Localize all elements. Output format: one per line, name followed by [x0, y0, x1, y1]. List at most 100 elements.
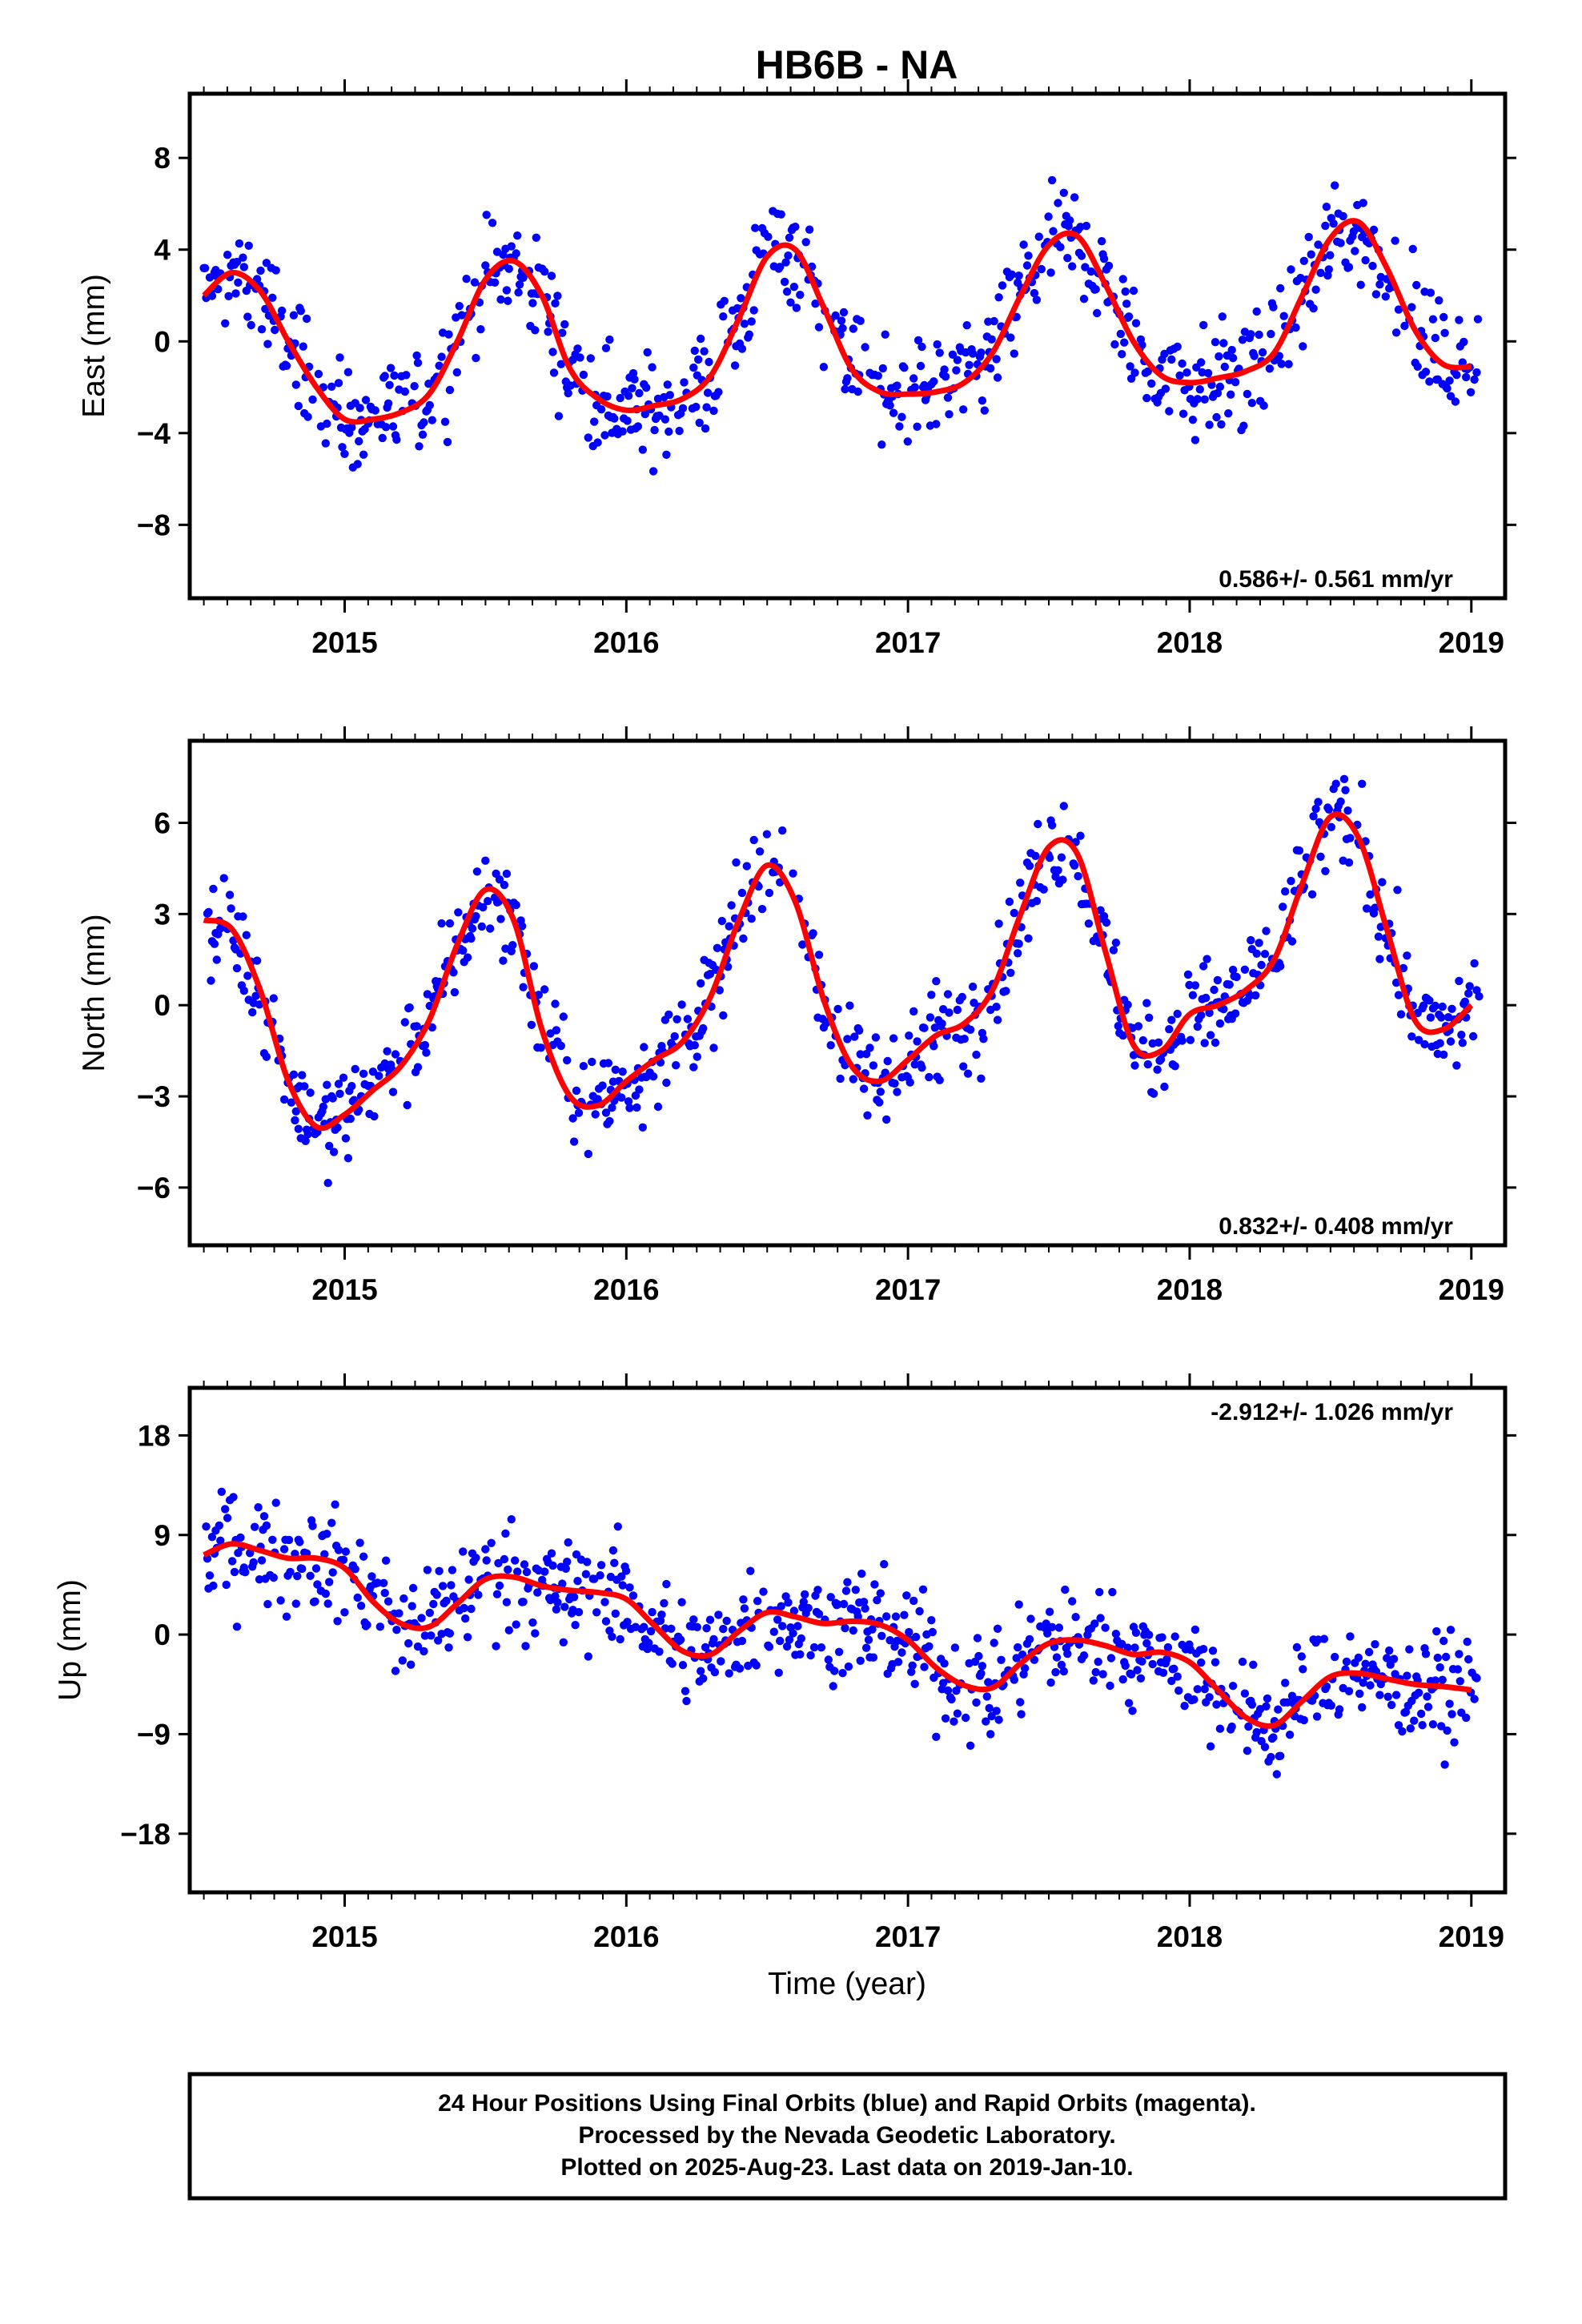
north-data-point: [323, 1179, 332, 1188]
east-data-point: [831, 311, 840, 320]
up-data-point: [460, 1603, 468, 1613]
north-data-point: [1153, 1065, 1162, 1074]
north-data-point: [1295, 846, 1304, 855]
east-data-point: [1473, 315, 1483, 324]
up-data-point: [600, 1598, 609, 1606]
north-data-point: [927, 991, 936, 999]
east-data-point: [1381, 292, 1391, 301]
north-data-point: [1039, 885, 1048, 894]
east-data-point: [347, 423, 356, 432]
up-ticks-layer: 18 9 0 −9 −18 2015 2016 2017 2018 2019: [120, 1373, 1516, 1953]
up-data-point: [905, 1627, 913, 1637]
north-data-point: [572, 1086, 581, 1096]
east-data-point: [296, 307, 305, 316]
north-data-point: [325, 1141, 334, 1151]
north-data-point: [1458, 1039, 1468, 1047]
up-data-point: [340, 1608, 349, 1617]
up-data-point: [249, 1558, 258, 1567]
up-data-point: [1126, 1670, 1136, 1679]
up-data-point: [380, 1589, 389, 1598]
east-data-point: [785, 233, 794, 242]
north-data-point: [1321, 866, 1330, 876]
up-data-point: [298, 1564, 307, 1574]
north-data-point: [856, 1050, 865, 1059]
north-data-point: [875, 1098, 884, 1107]
east-data-point: [1407, 303, 1416, 312]
north-data-point: [502, 869, 512, 879]
east-data-point: [703, 388, 713, 397]
east-data-point: [1351, 247, 1359, 255]
north-data-point: [845, 1001, 854, 1010]
north-data-point: [291, 1116, 299, 1125]
east-data-point: [913, 422, 921, 431]
east-data-point: [1165, 407, 1174, 416]
east-data-point: [323, 419, 331, 428]
east-data-point: [1277, 360, 1286, 368]
east-data-point: [959, 405, 968, 414]
up-data-point: [1162, 1655, 1171, 1664]
north-data-point: [925, 1072, 934, 1082]
east-data-point: [1329, 219, 1338, 228]
up-data-point: [814, 1610, 824, 1618]
east-data-point: [945, 410, 954, 419]
east-data-point: [513, 231, 522, 240]
up-data-point: [982, 1692, 992, 1701]
east-data-point: [952, 366, 961, 375]
east-data-point: [801, 238, 810, 247]
north-data-point: [1251, 991, 1260, 1000]
north-data-point: [1002, 987, 1010, 995]
up-data-point: [1423, 1703, 1433, 1711]
north-data-point: [568, 1114, 577, 1123]
east-data-point: [1452, 371, 1461, 380]
east-data-point: [601, 344, 611, 352]
up-data-point: [461, 1614, 470, 1623]
up-data-point: [573, 1577, 582, 1586]
up-data-point: [1238, 1657, 1247, 1667]
up-data-point: [925, 1642, 934, 1651]
north-data-point: [563, 1055, 572, 1065]
north-data-point: [1314, 798, 1323, 806]
up-data-point: [1446, 1626, 1456, 1634]
up-data-point: [363, 1620, 371, 1630]
up-data-point: [839, 1599, 849, 1609]
up-data-point: [982, 1717, 990, 1726]
up-data-point: [262, 1521, 271, 1530]
up-data-point: [269, 1573, 278, 1582]
up-data-point: [693, 1622, 701, 1632]
up-data-point: [952, 1687, 961, 1695]
up-data-point: [864, 1635, 873, 1644]
north-data-point: [601, 1108, 611, 1117]
up-data-point: [259, 1512, 269, 1521]
north-x-tick-label: 2016: [593, 1273, 659, 1306]
east-data-point: [420, 418, 428, 427]
east-data-point: [1375, 280, 1384, 289]
north-data-point: [893, 1088, 901, 1096]
east-data-point: [849, 324, 858, 333]
east-data-point: [643, 348, 652, 357]
north-data-point: [833, 1004, 842, 1014]
up-data-point: [1405, 1645, 1414, 1654]
up-data-point: [1354, 1653, 1363, 1663]
east-data-point: [381, 423, 391, 432]
north-data-point: [519, 983, 528, 991]
up-data-point: [824, 1655, 833, 1664]
east-data-point: [661, 415, 670, 424]
up-data-point: [1079, 1651, 1089, 1660]
up-data-point: [640, 1622, 648, 1631]
north-data-point: [1452, 1061, 1461, 1070]
north-data-point: [732, 858, 741, 867]
east-data-point: [355, 436, 363, 446]
up-data-point: [282, 1612, 291, 1621]
north-data-point: [598, 1081, 607, 1090]
north-data-point: [959, 1062, 968, 1071]
up-data-point: [1096, 1614, 1105, 1622]
up-data-point: [950, 1717, 958, 1726]
up-data-point: [1432, 1626, 1441, 1636]
north-data-point: [945, 1008, 954, 1017]
north-data-point: [826, 1041, 835, 1050]
up-data-point: [1418, 1721, 1427, 1730]
up-data-point: [323, 1599, 332, 1608]
up-data-point: [682, 1696, 691, 1706]
up-data-point: [1089, 1676, 1098, 1685]
up-data-point: [940, 1659, 949, 1668]
